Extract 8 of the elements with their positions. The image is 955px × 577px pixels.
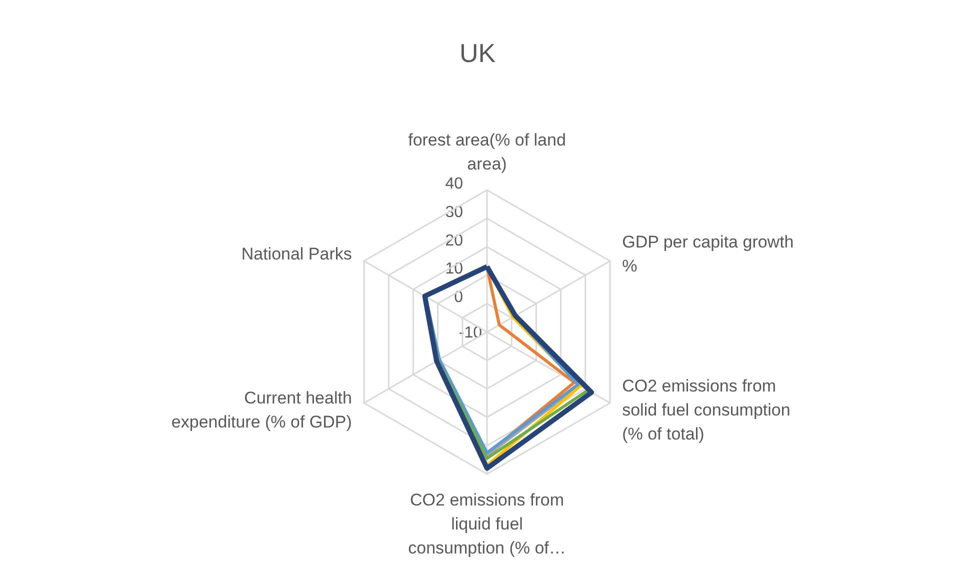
spoke-label: Current health expenditure (% of GDP): [171, 388, 352, 432]
spoke-label: CO2 emissions from liquid fuel consumption (% of…: [408, 490, 566, 558]
spoke-label: forest area(% of land area): [408, 130, 566, 174]
spoke-label: GDP per capita growth %: [622, 232, 794, 276]
spoke-label: CO2 emissions from solid fuel consumption (% of total): [622, 376, 790, 444]
spoke-label: National Parks: [241, 244, 352, 264]
y-tick-label: 40: [445, 176, 464, 192]
chart-title: UK: [459, 38, 496, 68]
